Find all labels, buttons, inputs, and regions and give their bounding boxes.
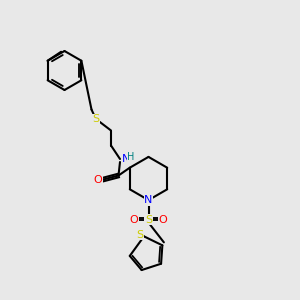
- Text: O: O: [130, 214, 139, 225]
- Text: S: S: [145, 214, 152, 225]
- Text: O: O: [158, 214, 167, 225]
- Text: N: N: [122, 154, 130, 164]
- Text: N: N: [144, 195, 153, 205]
- Text: O: O: [93, 175, 102, 185]
- Text: H: H: [128, 152, 135, 162]
- Text: S: S: [92, 114, 100, 124]
- Text: S: S: [136, 230, 143, 240]
